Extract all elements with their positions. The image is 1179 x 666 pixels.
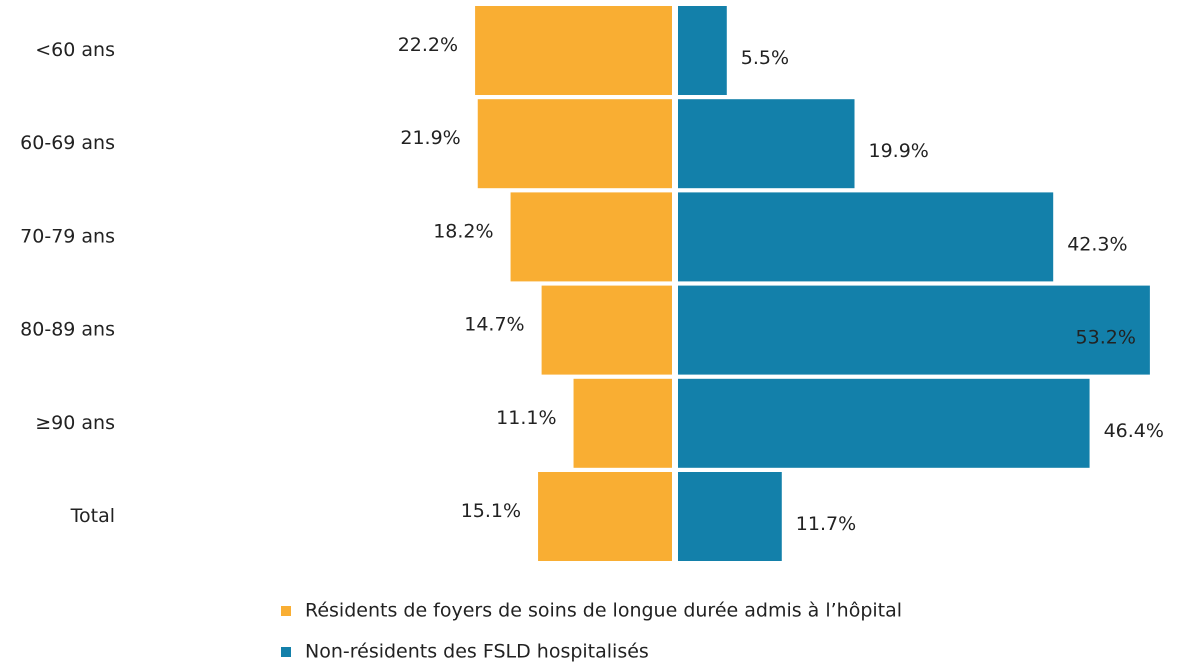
category-label: ≥90 ans — [35, 412, 115, 434]
category-label: 60-69 ans — [20, 132, 115, 154]
value-label: 18.2% — [433, 220, 493, 242]
legend-swatch — [281, 606, 291, 616]
value-label: 53.2% — [1076, 327, 1136, 349]
bar — [678, 6, 727, 95]
bar — [541, 285, 672, 375]
value-label: 22.2% — [398, 34, 458, 56]
value-label: 5.5% — [741, 47, 789, 69]
legend-label: Non-résidents des FSLD hospitalisés — [305, 641, 649, 663]
bar — [573, 378, 672, 468]
bar — [510, 192, 672, 282]
value-label: 14.7% — [464, 314, 524, 336]
value-label: 21.9% — [400, 127, 460, 149]
value-label: 19.9% — [869, 140, 929, 162]
bar — [475, 6, 672, 95]
category-label: 70-79 ans — [20, 225, 115, 247]
category-label: <60 ans — [35, 39, 115, 61]
value-label: 42.3% — [1067, 233, 1127, 255]
bar — [678, 99, 855, 189]
category-label: Total — [70, 505, 115, 527]
bar — [678, 378, 1090, 468]
value-label: 11.1% — [496, 407, 556, 429]
legend-label: Résidents de foyers de soins de longue d… — [305, 600, 902, 622]
bar — [678, 192, 1054, 282]
value-label: 15.1% — [461, 500, 521, 522]
bar — [477, 99, 672, 189]
bar — [678, 285, 1150, 375]
bar — [538, 472, 672, 561]
legend-swatch — [281, 647, 291, 657]
value-label: 46.4% — [1104, 420, 1164, 442]
bar — [678, 472, 782, 561]
category-label: 80-89 ans — [20, 319, 115, 341]
value-label: 11.7% — [796, 513, 856, 535]
